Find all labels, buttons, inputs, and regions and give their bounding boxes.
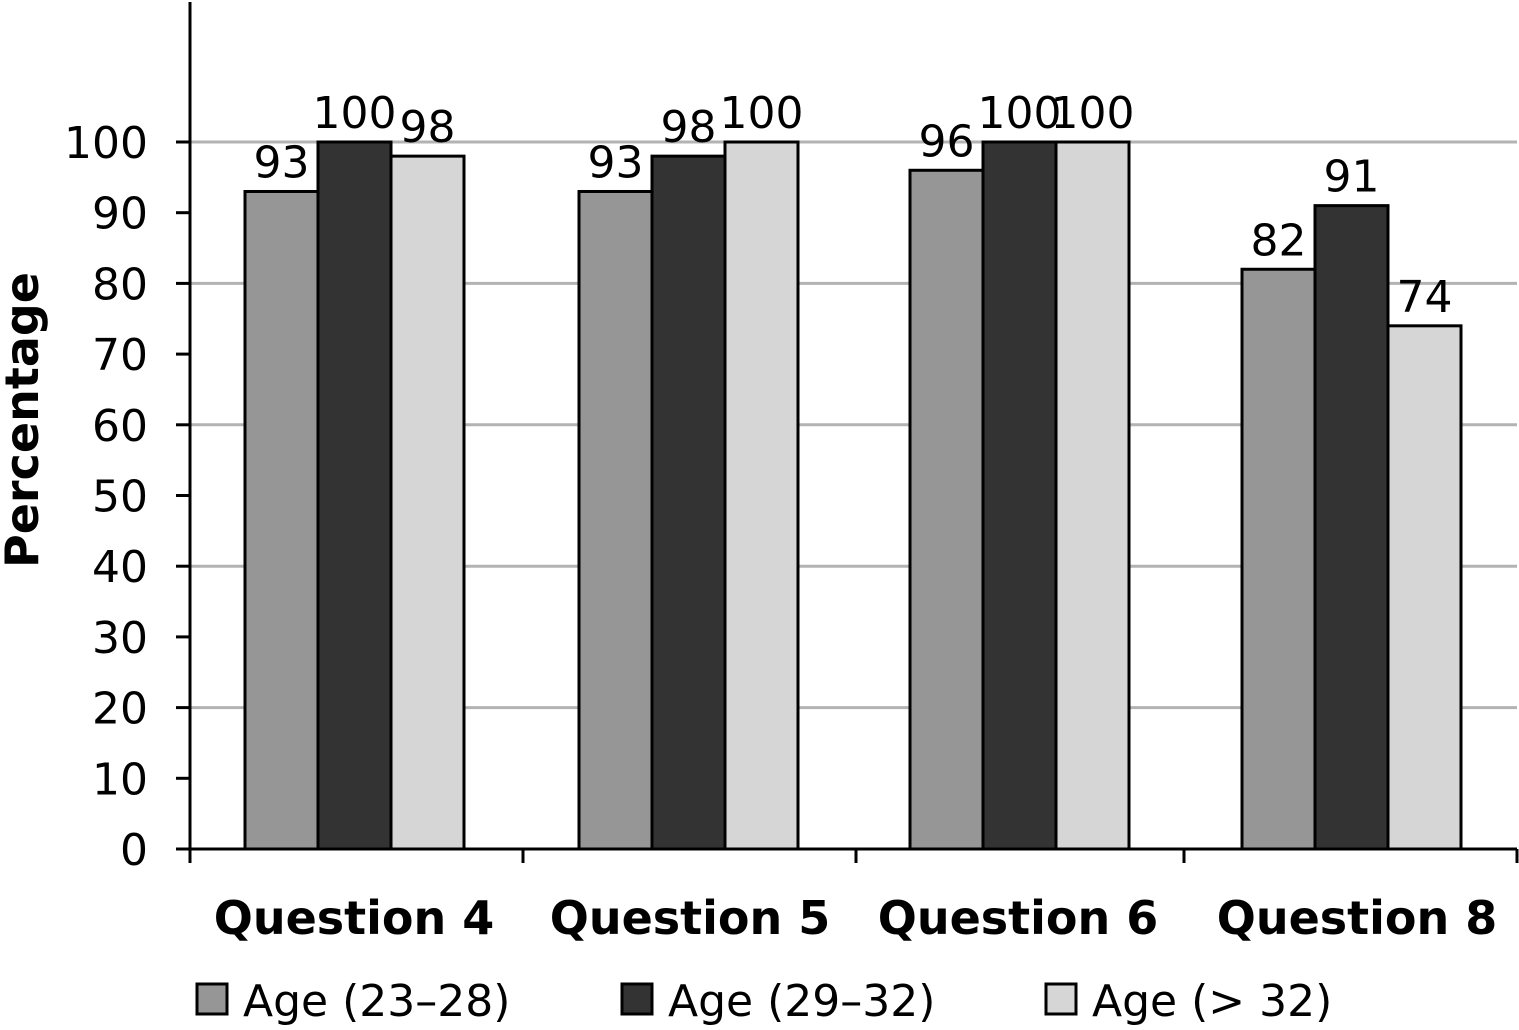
y-tick-label: 40 [92,542,148,593]
bar [1386,324,1463,851]
x-tick-label: Question 6 [878,891,1159,945]
y-tick-label: 10 [92,754,148,805]
bar [243,189,320,851]
bars [243,140,1463,851]
x-tick-label: Question 8 [1217,891,1498,945]
x-tick-label: Question 4 [214,891,495,945]
legend: Age (23–28) Age (29–32) Age (> 32) [195,976,1332,1027]
data-label: 100 [978,88,1062,139]
data-label: 82 [1251,215,1307,266]
data-label: 93 [588,137,644,188]
y-tick-label: 50 [92,472,148,523]
y-tick-label: 100 [64,118,148,169]
y-tick-label: 70 [92,330,148,381]
y-tick-label: 20 [92,684,148,735]
y-axis-title: Percentage [0,272,49,568]
legend-swatch [620,982,654,1016]
bar [723,140,800,851]
y-tick-label: 90 [92,189,148,240]
data-label: 93 [254,137,310,188]
legend-label: Age (23–28) [243,976,510,1027]
legend-label: Age (29–32) [668,976,935,1027]
data-label: 74 [1397,272,1453,323]
legend-swatch [1044,982,1078,1016]
data-label: 91 [1324,152,1380,203]
data-label: 100 [1051,88,1135,139]
data-label: 98 [400,102,456,153]
data-label: 100 [720,88,804,139]
x-tick-label: Question 5 [550,891,831,945]
data-label: 100 [313,88,397,139]
bar [1054,140,1131,851]
axes: 0 10 20 30 40 50 60 70 80 90 100 Question 4 Question… [64,2,1519,945]
y-tick-label: 0 [120,825,148,876]
bar [1240,267,1317,851]
legend-label: Age (> 32) [1092,976,1332,1027]
bar [650,154,727,851]
y-tick-label: 30 [92,613,148,664]
bar [1313,204,1390,851]
legend-swatch [195,982,229,1016]
bar [316,140,393,851]
data-label: 98 [661,102,717,153]
data-label: 96 [919,116,975,167]
bar [577,189,654,851]
y-tick-label: 80 [92,259,148,310]
y-tick-label: 60 [92,401,148,452]
bar [389,154,466,851]
bar [908,168,985,851]
bar [981,140,1058,851]
